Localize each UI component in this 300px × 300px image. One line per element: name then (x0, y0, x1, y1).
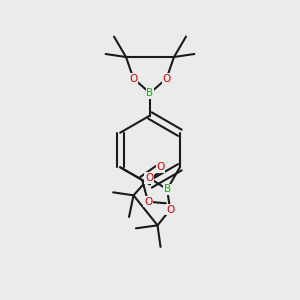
Text: O: O (129, 74, 138, 84)
Text: O: O (145, 173, 153, 183)
Text: B: B (146, 88, 154, 98)
Text: O: O (162, 74, 171, 84)
Text: O: O (144, 197, 152, 207)
Text: O: O (157, 162, 165, 172)
Text: O: O (166, 205, 174, 215)
Text: B: B (164, 184, 171, 194)
